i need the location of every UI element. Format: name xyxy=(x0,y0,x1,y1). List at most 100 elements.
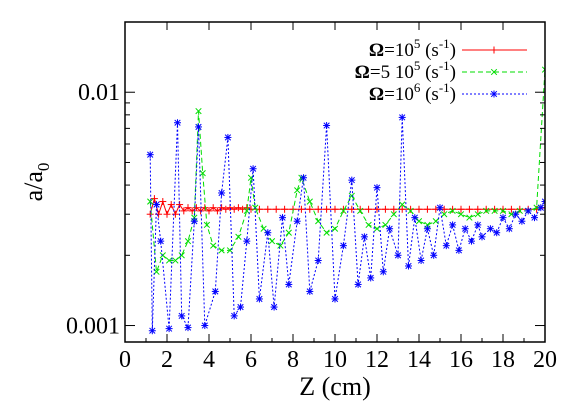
data-point xyxy=(465,205,473,213)
data-point xyxy=(390,211,397,218)
legend-label: Ω=106 (s-1) xyxy=(369,80,456,105)
data-point xyxy=(493,229,501,237)
data-point xyxy=(441,211,448,218)
legend-entry-1: Ω=5 105 (s-1) xyxy=(355,58,527,83)
data-point xyxy=(264,229,272,237)
data-point xyxy=(146,210,154,218)
data-point xyxy=(323,122,331,130)
data-point xyxy=(405,262,412,270)
data-point xyxy=(373,184,381,192)
data-point xyxy=(339,205,347,213)
plot-frame xyxy=(124,21,546,343)
data-point xyxy=(367,274,375,282)
data-point xyxy=(398,205,406,213)
data-point xyxy=(357,207,364,215)
data-point xyxy=(222,205,230,213)
data-point xyxy=(407,205,415,213)
data-point xyxy=(474,221,482,229)
data-point xyxy=(167,201,175,209)
data-point xyxy=(243,207,250,215)
data-point xyxy=(218,189,226,197)
data-point xyxy=(218,204,226,212)
data-point xyxy=(300,174,307,182)
data-point xyxy=(230,312,238,320)
data-point xyxy=(306,205,314,213)
data-point xyxy=(234,204,242,212)
data-point xyxy=(442,242,450,250)
data-point xyxy=(293,217,301,225)
data-point xyxy=(340,207,347,215)
data-point xyxy=(153,201,160,209)
data-point xyxy=(394,251,402,259)
data-point xyxy=(210,242,217,249)
data-point xyxy=(339,242,347,250)
data-point xyxy=(457,211,465,218)
data-point xyxy=(461,225,469,233)
data-point xyxy=(249,165,257,173)
x-tick-label: 6 xyxy=(245,347,257,373)
legend-entry-2: Ω=106 (s-1) xyxy=(369,80,527,105)
data-point xyxy=(285,229,292,236)
data-point xyxy=(468,237,475,245)
data-point xyxy=(518,217,526,225)
data-point xyxy=(449,207,456,215)
data-point xyxy=(507,205,515,213)
data-point xyxy=(165,257,173,264)
data-point xyxy=(281,205,289,213)
data-point xyxy=(381,205,389,213)
data-point xyxy=(211,287,219,295)
data-point xyxy=(159,198,167,206)
x-tick-label: 2 xyxy=(161,347,173,373)
x-tick-label: 0 xyxy=(119,347,131,373)
data-point xyxy=(150,195,158,203)
data-point xyxy=(314,205,322,213)
y-tick-label: 0.01 xyxy=(78,80,120,106)
data-point xyxy=(184,237,192,245)
data-point xyxy=(486,225,494,233)
data-point xyxy=(499,214,507,222)
data-point xyxy=(247,174,255,181)
data-point xyxy=(171,210,179,218)
x-tick-label: 16 xyxy=(449,347,473,373)
data-point xyxy=(365,205,373,213)
data-point xyxy=(255,295,263,303)
data-point xyxy=(331,295,339,303)
series-line-2 xyxy=(149,117,545,331)
data-point xyxy=(190,217,198,225)
data-point xyxy=(482,205,490,213)
data-point xyxy=(268,237,276,245)
data-point xyxy=(499,205,507,213)
data-point xyxy=(516,205,524,213)
data-point xyxy=(430,251,438,259)
data-point xyxy=(474,211,481,218)
data-point xyxy=(184,324,192,332)
data-point xyxy=(474,205,482,213)
data-point xyxy=(237,303,244,311)
data-point xyxy=(512,210,520,218)
x-tick-label: 10 xyxy=(323,347,347,373)
x-tick-label: 14 xyxy=(407,347,431,373)
data-point xyxy=(449,221,457,229)
data-point xyxy=(264,205,272,213)
data-point xyxy=(148,327,156,335)
data-point xyxy=(365,221,372,229)
x-tick-label: 20 xyxy=(533,347,557,373)
data-point xyxy=(490,68,498,76)
data-point xyxy=(379,268,387,276)
data-point xyxy=(184,204,192,212)
data-point xyxy=(178,252,185,259)
data-point xyxy=(373,225,381,232)
data-point xyxy=(147,198,154,205)
data-point xyxy=(323,229,330,236)
data-point xyxy=(157,237,165,245)
data-point xyxy=(201,322,209,330)
data-point xyxy=(243,237,251,245)
data-point xyxy=(213,207,221,215)
data-point xyxy=(199,169,206,177)
data-point xyxy=(285,280,293,288)
data-point xyxy=(491,207,498,215)
data-point xyxy=(272,205,280,213)
data-point xyxy=(490,46,498,54)
data-point xyxy=(478,233,486,241)
